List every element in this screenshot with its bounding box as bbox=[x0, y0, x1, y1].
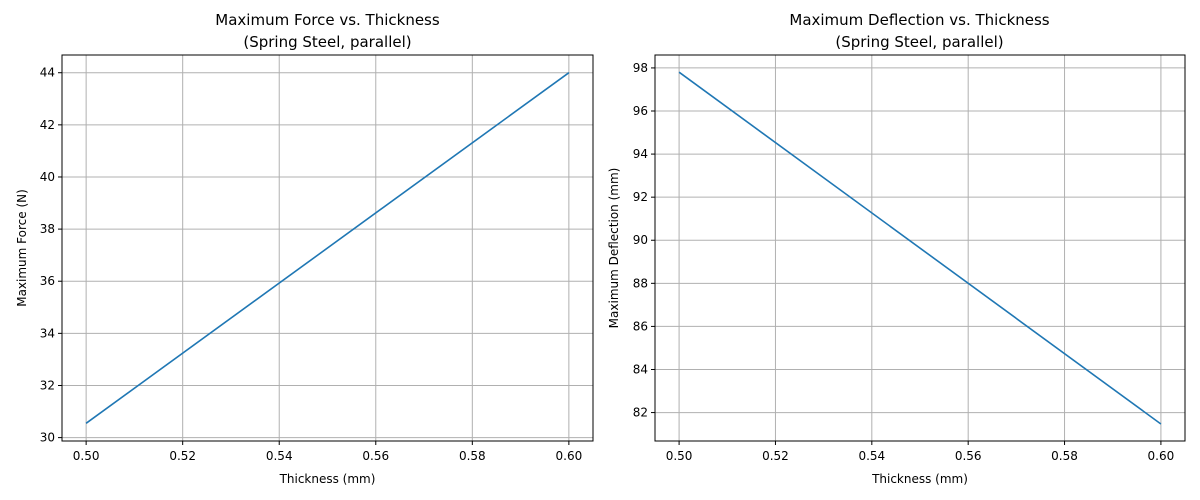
x-tick-label: 0.60 bbox=[1148, 449, 1175, 463]
y-tick-label: 34 bbox=[40, 326, 55, 340]
grid bbox=[62, 55, 593, 441]
y-axis-label: Maximum Deflection (mm) bbox=[607, 168, 621, 329]
y-tick-label: 82 bbox=[633, 406, 648, 420]
x-tick-label: 0.52 bbox=[762, 449, 789, 463]
y-tick-label: 88 bbox=[633, 276, 648, 290]
x-tick-label: 0.54 bbox=[858, 449, 885, 463]
y-tick-group: 30 32 34 36 38 40 42 44 bbox=[40, 66, 62, 445]
x-tick-label: 0.58 bbox=[1051, 449, 1078, 463]
chart-title-line1: Maximum Deflection vs. Thickness bbox=[789, 11, 1049, 29]
x-tick-group: 0.50 0.52 0.54 0.56 0.58 0.60 bbox=[73, 441, 582, 463]
y-tick-label: 98 bbox=[633, 61, 648, 75]
y-tick-label: 36 bbox=[40, 274, 55, 288]
x-tick-label: 0.56 bbox=[955, 449, 982, 463]
x-tick-label: 0.58 bbox=[459, 449, 486, 463]
y-tick-label: 84 bbox=[633, 362, 648, 376]
chart-title-line2: (Spring Steel, parallel) bbox=[243, 33, 411, 51]
plot-frame bbox=[654, 54, 1186, 442]
grid bbox=[655, 55, 1185, 441]
y-axis-label: Maximum Force (N) bbox=[15, 189, 29, 307]
y-tick-label: 40 bbox=[40, 170, 55, 184]
y-tick-label: 30 bbox=[40, 431, 55, 445]
x-tick-label: 0.60 bbox=[556, 449, 583, 463]
x-tick-group: 0.50 0.52 0.54 0.56 0.58 0.60 bbox=[666, 441, 1175, 463]
y-tick-label: 32 bbox=[40, 378, 55, 392]
chart-title-line1: Maximum Force vs. Thickness bbox=[215, 11, 440, 29]
x-tick-label: 0.52 bbox=[169, 449, 196, 463]
y-tick-label: 90 bbox=[633, 233, 648, 247]
series-group bbox=[85, 72, 570, 424]
y-tick-group: 82 84 86 88 90 92 94 96 98 bbox=[633, 61, 655, 420]
x-tick-label: 0.56 bbox=[362, 449, 389, 463]
chart-title-line2: (Spring Steel, parallel) bbox=[835, 33, 1003, 51]
y-tick-label: 86 bbox=[633, 319, 648, 333]
x-tick-label: 0.50 bbox=[73, 449, 100, 463]
chart-deflection: Maximum Deflection vs. Thickness (Spring… bbox=[607, 11, 1186, 486]
series-group bbox=[678, 71, 1162, 425]
series-line bbox=[85, 72, 570, 424]
y-tick-label: 38 bbox=[40, 222, 55, 236]
y-tick-label: 96 bbox=[633, 104, 648, 118]
x-axis-label: Thickness (mm) bbox=[279, 472, 376, 486]
y-tick-label: 92 bbox=[633, 190, 648, 204]
plot-frame bbox=[61, 54, 594, 442]
x-tick-label: 0.50 bbox=[666, 449, 693, 463]
x-tick-label: 0.54 bbox=[266, 449, 293, 463]
x-axis-label: Thickness (mm) bbox=[871, 472, 968, 486]
y-tick-label: 44 bbox=[40, 66, 55, 80]
y-tick-label: 94 bbox=[633, 147, 648, 161]
series-line bbox=[678, 71, 1162, 425]
chart-force: Maximum Force vs. Thickness (Spring Stee… bbox=[15, 11, 594, 486]
y-tick-label: 42 bbox=[40, 118, 55, 132]
